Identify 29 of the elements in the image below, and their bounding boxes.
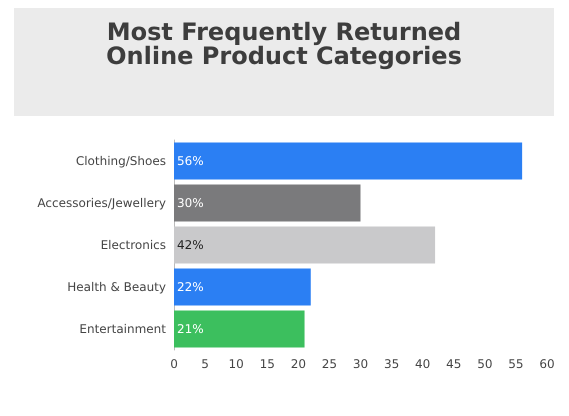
data-label: 30% [177, 196, 204, 210]
x-tick-label: 55 [508, 357, 524, 371]
x-tick-label: 25 [322, 357, 338, 371]
y-tick-label: Entertainment [79, 322, 166, 336]
x-tick-label: 50 [477, 357, 492, 371]
x-tick-label: 45 [446, 357, 462, 371]
bar [174, 310, 305, 348]
y-tick-label: Clothing/Shoes [76, 154, 166, 168]
x-tick-label: 30 [352, 357, 368, 371]
x-tick-label: 15 [260, 357, 275, 371]
y-tick-label: Accessories/Jewellery [37, 196, 166, 210]
y-tick-label: Electronics [100, 238, 166, 252]
x-tick-label: 5 [201, 357, 209, 371]
y-tick-label: Health & Beauty [67, 280, 166, 294]
x-tick-label: 60 [539, 357, 555, 371]
data-label: 22% [177, 280, 204, 294]
bar [174, 268, 311, 306]
x-tick-label: 0 [170, 357, 178, 371]
x-tick-label: 35 [384, 357, 400, 371]
data-label: 42% [177, 238, 204, 252]
bar [174, 142, 522, 180]
bar [174, 184, 360, 222]
data-label: 21% [177, 322, 204, 336]
chart-title: Most Frequently Returned Online Product Categories [105, 18, 463, 70]
data-label: 56% [177, 154, 204, 168]
x-tick-label: 40 [415, 357, 430, 371]
x-tick-label: 20 [290, 357, 306, 371]
bar [174, 226, 436, 264]
x-tick-label: 10 [228, 357, 244, 371]
